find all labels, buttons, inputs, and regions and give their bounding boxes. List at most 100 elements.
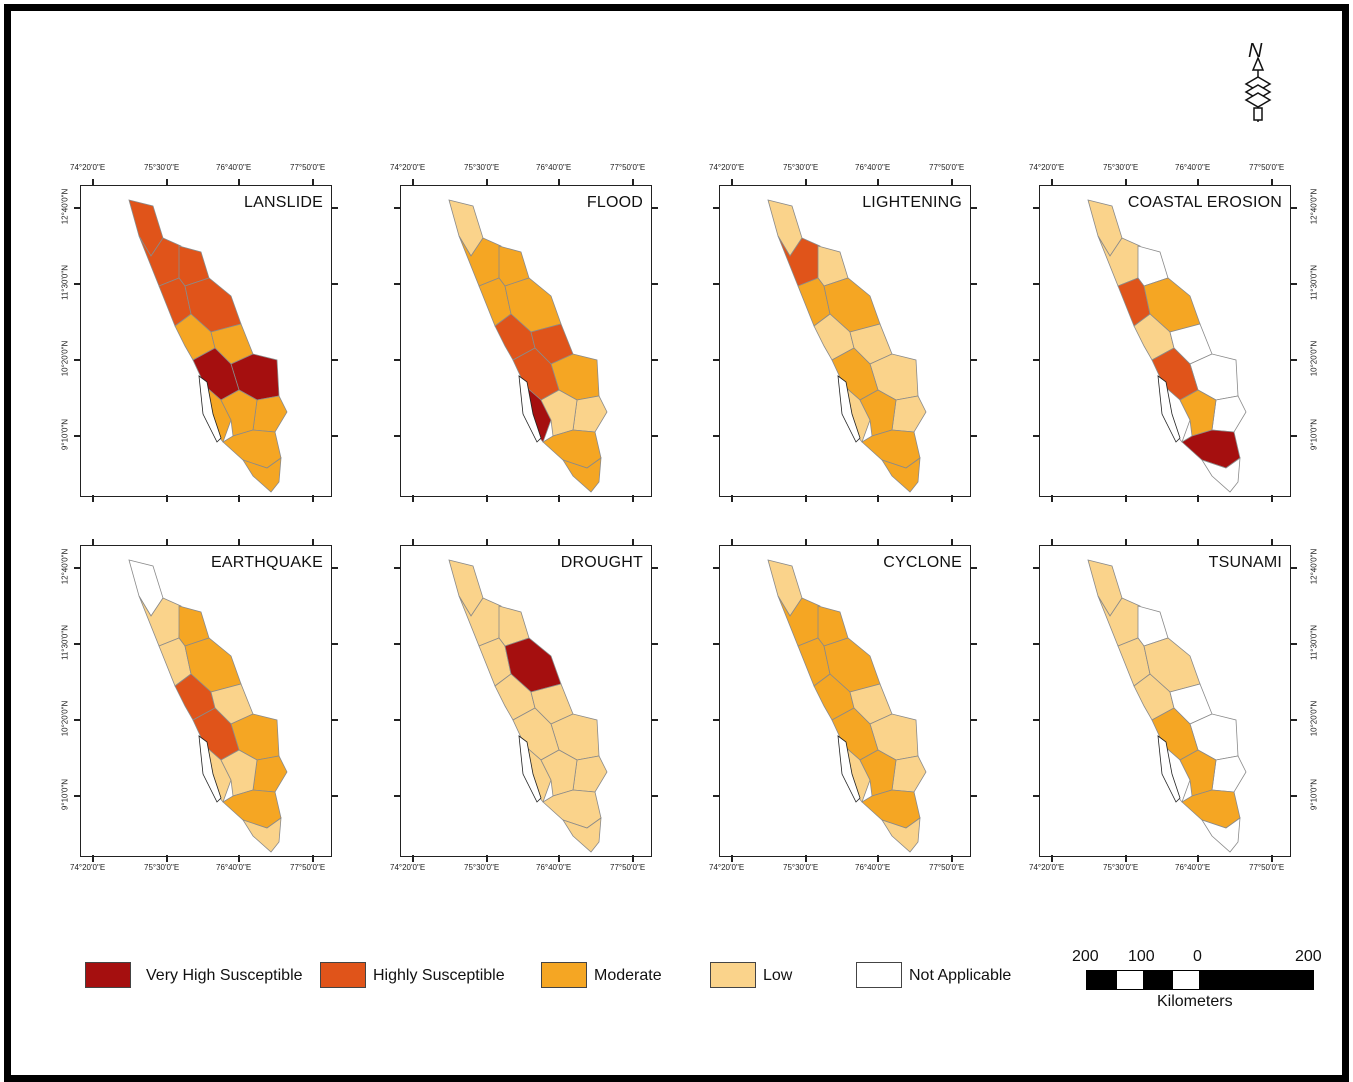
lon-tick <box>486 495 488 502</box>
district-region <box>1201 457 1241 493</box>
lon-tick <box>1125 539 1127 546</box>
lon-tick <box>238 539 240 546</box>
lat-label: 12°40'0"N <box>60 548 70 585</box>
lon-tick <box>877 539 879 546</box>
lat-tick <box>1290 719 1297 721</box>
lon-tick <box>632 495 634 502</box>
district-region <box>881 457 921 493</box>
lat-tick <box>74 207 81 209</box>
lat-label: 9°10'0"N <box>60 418 70 451</box>
lat-label: 11°30'0"N <box>1309 625 1319 660</box>
lon-tick <box>166 495 168 502</box>
district-region <box>252 755 288 793</box>
lon-tick <box>486 179 488 186</box>
lat-tick <box>394 435 401 437</box>
lon-label: 76°40'0"E <box>536 163 572 172</box>
lon-label: 77°50'0"E <box>929 163 965 172</box>
lat-label: 11°30'0"N <box>60 265 70 300</box>
lat-label: 10°20'0"N <box>1309 340 1319 377</box>
district-region <box>861 789 921 829</box>
map-panel-earthquake: EARTHQUAKE <box>80 545 332 857</box>
lon-label: 75°30'0"E <box>783 863 819 872</box>
district-region <box>1211 755 1247 793</box>
lat-tick <box>74 795 81 797</box>
lat-tick <box>713 283 720 285</box>
north-label: N <box>1248 40 1263 62</box>
lon-tick <box>951 179 953 186</box>
lon-label: 75°30'0"E <box>783 163 819 172</box>
district-region <box>572 755 608 793</box>
lon-tick <box>1051 539 1053 546</box>
lat-tick <box>394 283 401 285</box>
lat-tick <box>651 643 658 645</box>
lat-tick <box>394 207 401 209</box>
lat-tick <box>331 719 338 721</box>
lon-label: 77°50'0"E <box>929 863 965 872</box>
lon-label: 76°40'0"E <box>855 163 891 172</box>
lon-tick <box>412 179 414 186</box>
lat-tick <box>331 283 338 285</box>
lon-tick <box>805 855 807 862</box>
district-region <box>222 429 282 469</box>
lat-tick <box>1290 207 1297 209</box>
lon-tick <box>92 855 94 862</box>
lat-label: 10°20'0"N <box>60 340 70 377</box>
lat-tick <box>651 567 658 569</box>
lon-label: 74°20'0"E <box>1029 163 1065 172</box>
lat-tick <box>331 643 338 645</box>
scale-segment <box>1173 975 1199 985</box>
district-region <box>1181 429 1241 469</box>
lon-label: 77°50'0"E <box>610 163 646 172</box>
lat-tick <box>1033 207 1040 209</box>
district-map <box>448 559 608 853</box>
lon-label: 74°20'0"E <box>1029 863 1065 872</box>
lat-label: 11°30'0"N <box>1309 265 1319 300</box>
lon-tick <box>805 179 807 186</box>
lat-tick <box>394 643 401 645</box>
district-region <box>1211 395 1247 433</box>
lon-tick <box>166 179 168 186</box>
panel-title: LANSLIDE <box>244 194 323 211</box>
lat-tick <box>1290 435 1297 437</box>
lon-label: 75°30'0"E <box>464 863 500 872</box>
district-map <box>767 199 927 493</box>
scale-label-200-left: 200 <box>1072 948 1099 965</box>
lon-tick <box>312 855 314 862</box>
lat-tick <box>713 643 720 645</box>
lon-tick <box>1197 179 1199 186</box>
district-map <box>448 199 608 493</box>
lat-tick <box>970 795 977 797</box>
lon-label: 74°20'0"E <box>70 163 106 172</box>
district-region <box>1201 817 1241 853</box>
lat-tick <box>331 207 338 209</box>
lat-tick <box>713 359 720 361</box>
lon-label: 74°20'0"E <box>70 863 106 872</box>
legend-label: Moderate <box>594 967 662 984</box>
scale-segment <box>1199 971 1313 989</box>
district-region <box>562 457 602 493</box>
lon-tick <box>731 855 733 862</box>
district-region <box>881 817 921 853</box>
lat-tick <box>713 795 720 797</box>
district-map <box>128 199 288 493</box>
panel-title: EARTHQUAKE <box>211 554 323 571</box>
lon-label: 76°40'0"E <box>216 863 252 872</box>
lon-tick <box>951 855 953 862</box>
lon-tick <box>1271 539 1273 546</box>
panel-title: TSUNAMI <box>1208 554 1282 571</box>
lat-tick <box>713 207 720 209</box>
lon-tick <box>92 539 94 546</box>
lat-label: 9°10'0"N <box>60 778 70 811</box>
map-panel-tsunami: TSUNAMI <box>1039 545 1291 857</box>
lon-tick <box>92 495 94 502</box>
lon-label: 75°30'0"E <box>1103 163 1139 172</box>
lon-tick <box>486 539 488 546</box>
district-map <box>1087 559 1247 853</box>
scale-units: Kilometers <box>1157 993 1233 1010</box>
lat-label: 9°10'0"N <box>1309 418 1319 451</box>
lat-tick <box>970 567 977 569</box>
lon-tick <box>412 495 414 502</box>
lat-tick <box>331 567 338 569</box>
lon-tick <box>92 179 94 186</box>
lat-tick <box>1033 283 1040 285</box>
